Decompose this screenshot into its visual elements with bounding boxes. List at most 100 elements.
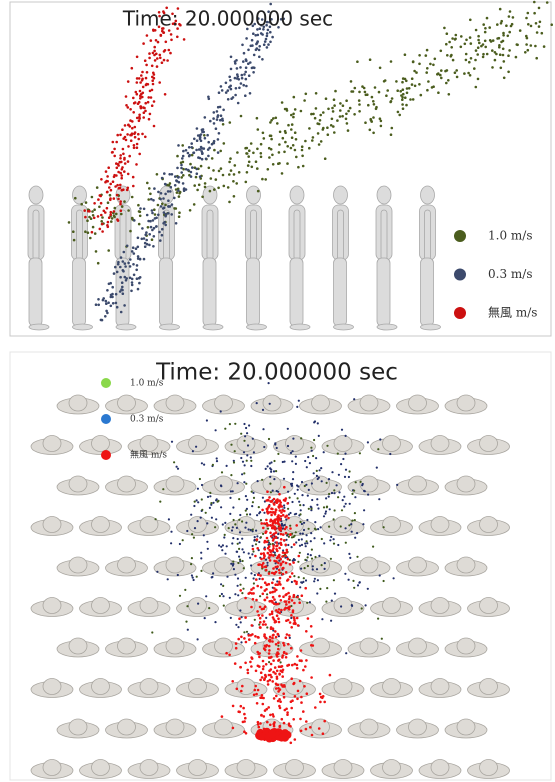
particle [253, 451, 255, 453]
particle [223, 536, 225, 538]
head [263, 476, 281, 492]
particle [304, 559, 306, 561]
particle [243, 451, 245, 453]
particle [288, 536, 290, 538]
particle [247, 672, 250, 675]
head [457, 476, 475, 492]
particle [129, 108, 132, 111]
particle [106, 191, 109, 194]
particle [325, 510, 327, 512]
particle [426, 67, 429, 70]
particle [221, 593, 223, 595]
particle [207, 155, 210, 158]
particle [288, 634, 291, 637]
particle [266, 32, 269, 35]
particle [132, 185, 135, 188]
particle [145, 231, 148, 234]
particle [252, 438, 254, 440]
particle [484, 31, 487, 34]
particle [207, 141, 210, 144]
arm [77, 210, 83, 260]
particle [287, 428, 289, 430]
particle [454, 38, 457, 41]
particle [158, 231, 161, 234]
particle [244, 71, 247, 74]
particle [144, 136, 147, 139]
particle [176, 167, 179, 170]
particle [372, 546, 374, 548]
particle [341, 115, 344, 118]
particle [119, 157, 122, 160]
particle [294, 493, 296, 495]
head [334, 436, 352, 452]
particle [339, 102, 342, 105]
particle [401, 81, 404, 84]
particle [379, 117, 382, 120]
particle [349, 503, 351, 505]
particle [262, 132, 265, 135]
head [69, 395, 87, 411]
particle [210, 502, 212, 504]
particle [86, 219, 89, 222]
particle [121, 286, 124, 289]
head [118, 395, 136, 411]
particle [269, 724, 272, 727]
head [43, 679, 61, 695]
particle [264, 674, 267, 677]
particle [200, 150, 203, 153]
particle [185, 188, 188, 191]
particle [254, 642, 257, 645]
particle [138, 282, 141, 285]
particle [150, 198, 153, 201]
particle [121, 205, 124, 208]
particle [365, 94, 368, 97]
particle [220, 506, 222, 508]
particle [269, 532, 272, 535]
particle [259, 606, 262, 609]
particle [314, 521, 316, 523]
particle [269, 476, 271, 478]
foot [334, 324, 354, 330]
particle [211, 157, 214, 160]
particle [275, 695, 278, 698]
particle [247, 62, 250, 65]
particle [111, 293, 114, 296]
particle [287, 491, 289, 493]
particle [99, 194, 102, 197]
particle [261, 578, 264, 581]
particle [221, 89, 224, 92]
particle [276, 651, 279, 654]
head [286, 760, 304, 776]
particle [109, 282, 112, 285]
particle [138, 223, 141, 226]
particle [249, 592, 252, 595]
particle [268, 496, 271, 499]
particle [266, 490, 269, 493]
particle [127, 124, 130, 127]
particle [321, 697, 324, 700]
particle [259, 679, 262, 682]
particle [361, 484, 363, 486]
particle [176, 36, 179, 39]
particle [243, 440, 245, 442]
particle [132, 246, 135, 249]
particle [361, 607, 363, 609]
particle [290, 742, 293, 745]
particle [286, 551, 289, 554]
particle [215, 127, 218, 130]
particle [232, 526, 234, 528]
particle [318, 727, 321, 730]
particle [345, 469, 347, 471]
particle [399, 90, 402, 93]
particle [272, 616, 275, 619]
particle [333, 131, 336, 134]
particle [295, 156, 298, 159]
particle [186, 530, 188, 532]
particle [302, 533, 304, 535]
particle [257, 721, 260, 724]
particle [277, 690, 280, 693]
head [118, 719, 136, 735]
particle [228, 76, 231, 79]
particle [281, 671, 284, 674]
particle [107, 221, 110, 224]
